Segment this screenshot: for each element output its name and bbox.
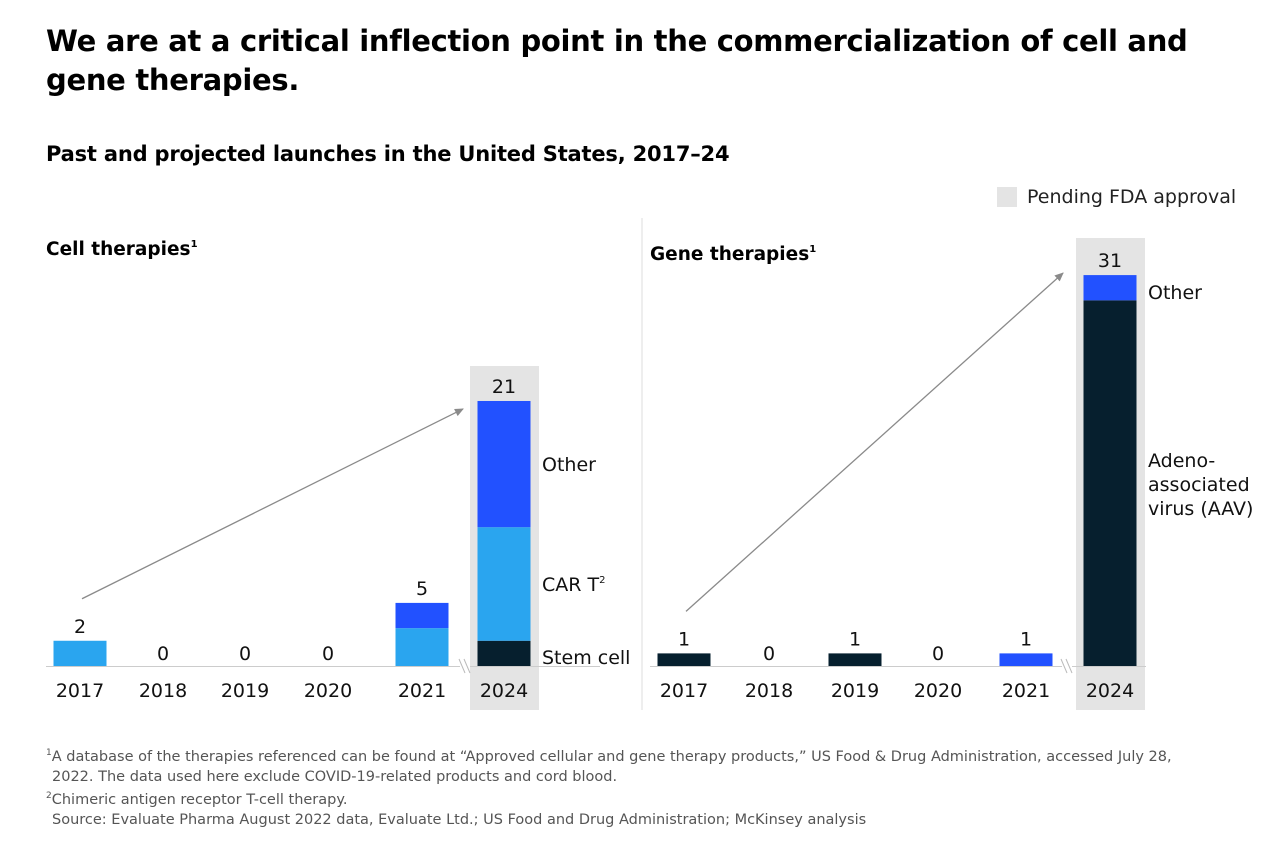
cell-tick-label-2019: 2019 xyxy=(221,680,269,702)
gene-bar-2019-adeno-associated-virus-aav xyxy=(828,653,882,666)
gene-value-label-2024: 31 xyxy=(1098,250,1122,272)
gene-tick-label-2020: 2020 xyxy=(914,680,962,702)
gene-value-label-2017: 1 xyxy=(678,628,690,650)
legend-label-pending: Pending FDA approval xyxy=(1027,186,1237,208)
gene-bar-2021-other xyxy=(999,653,1053,666)
cell-value-label-2020: 0 xyxy=(322,643,334,665)
gene-segment-label-adeno-associated-virus-aav-line-2: associated xyxy=(1148,474,1250,496)
cell-growth-arrow xyxy=(81,408,464,600)
gene-bar-2024-adeno-associated-virus-aav xyxy=(1083,300,1137,666)
gene-tick-label-2024: 2024 xyxy=(1086,680,1134,702)
cell-tick-label-2024: 2024 xyxy=(480,680,528,702)
cell-bar-2021-car-t xyxy=(395,628,449,666)
gene-panel-title: Gene therapies1 xyxy=(650,244,816,265)
cell-value-label-2019: 0 xyxy=(239,643,251,665)
cell-segment-label-car-t: CAR T2 xyxy=(542,574,606,596)
chart-subtitle: Past and projected launches in the Unite… xyxy=(46,142,730,166)
cell-tick-label-2020: 2020 xyxy=(304,680,352,702)
gene-segment-label-adeno-associated-virus-aav-line-3: virus (AAV) xyxy=(1148,498,1253,520)
footnote-2-marker: 2 xyxy=(46,791,52,801)
cell-value-label-2024: 21 xyxy=(492,376,516,398)
legend-swatch-pending xyxy=(997,187,1017,207)
footnotes: 1A database of the therapies referenced … xyxy=(46,744,1246,830)
cell-tick-label-2021: 2021 xyxy=(398,680,446,702)
cell-axis-break-mark xyxy=(463,658,471,674)
gene-bar-2024-other xyxy=(1083,275,1137,301)
page-title: We are at a critical inflection point in… xyxy=(46,24,1188,97)
footnote-1-continued: 2022. The data used here exclude COVID-1… xyxy=(52,768,618,785)
footnote-2: 2Chimeric antigen receptor T-cell therap… xyxy=(46,787,1246,811)
cell-tick-label-2017: 2017 xyxy=(56,680,104,702)
footnote-2-text: Chimeric antigen receptor T-cell therapy… xyxy=(51,792,348,808)
cell-value-label-2017: 2 xyxy=(74,616,86,638)
footnote-1-text: A database of the therapies referenced c… xyxy=(51,749,1172,765)
gene-tick-label-2017: 2017 xyxy=(660,680,708,702)
gene-value-label-2020: 0 xyxy=(932,643,944,665)
cell-bar-2024-stem-cell xyxy=(477,640,531,666)
legend: Pending FDA approval xyxy=(997,186,1236,208)
gene-value-label-2021: 1 xyxy=(1020,628,1032,650)
cell-value-label-2021: 5 xyxy=(416,578,428,600)
gene-value-label-2018: 0 xyxy=(763,643,775,665)
cell-axis-break-mark xyxy=(458,658,466,674)
gene-tick-label-2018: 2018 xyxy=(745,680,793,702)
cell-bar-2021-other xyxy=(395,602,449,629)
gene-segment-label-other: Other xyxy=(1148,282,1202,304)
gene-bar-2017-adeno-associated-virus-aav xyxy=(657,653,711,666)
cell-bar-2024-car-t xyxy=(477,527,531,641)
gene-segment-label-adeno-associated-virus-aav-line-1: Adeno- xyxy=(1148,450,1215,472)
gene-tick-label-2021: 2021 xyxy=(1002,680,1050,702)
cell-bar-2024-other xyxy=(477,400,531,528)
cell-segment-label-other: Other xyxy=(542,454,596,476)
gene-tick-label-2019: 2019 xyxy=(831,680,879,702)
cell-tick-label-2018: 2018 xyxy=(139,680,187,702)
cell-panel-title: Cell therapies1 xyxy=(46,239,198,260)
footnote-1: 1A database of the therapies referenced … xyxy=(46,744,1246,768)
cell-value-label-2018: 0 xyxy=(157,643,169,665)
cell-segment-label-stem-cell: Stem cell xyxy=(542,647,630,669)
footnote-1-marker: 1 xyxy=(46,748,52,758)
gene-axis-break-mark xyxy=(1065,658,1073,674)
cell-bar-2017-car-t xyxy=(53,640,107,666)
gene-growth-arrow xyxy=(685,272,1064,612)
gene-value-label-2019: 1 xyxy=(849,628,861,650)
gene-axis-break-mark xyxy=(1060,658,1068,674)
source-note: Source: Evaluate Pharma August 2022 data… xyxy=(52,811,867,828)
